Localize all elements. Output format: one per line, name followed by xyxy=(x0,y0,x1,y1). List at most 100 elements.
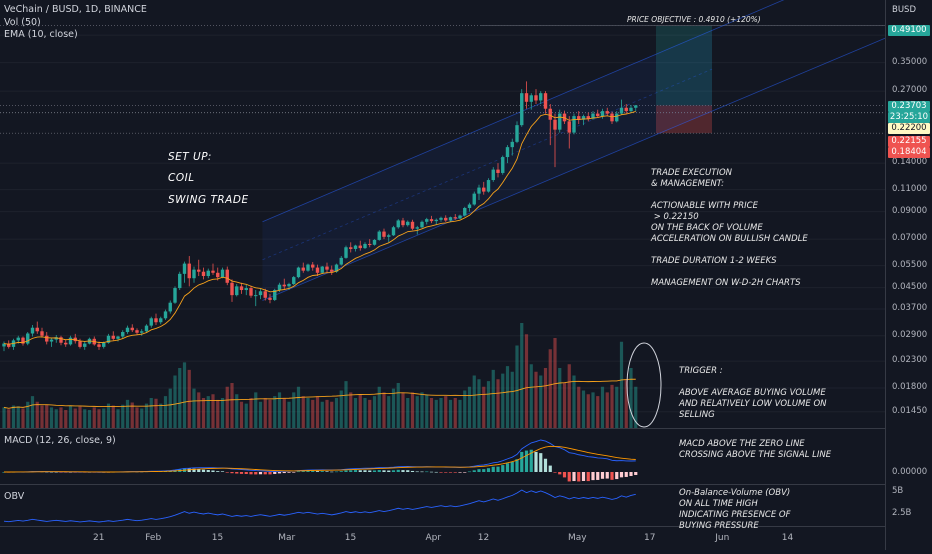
macd-histogram-bar xyxy=(463,472,467,473)
candle-body xyxy=(482,187,486,192)
candle-body xyxy=(7,343,11,347)
symbol-title[interactable]: VeChain / BUSD, 1D, BINANCE xyxy=(4,4,147,15)
macd-histogram-bar xyxy=(586,472,590,482)
volume-bar xyxy=(382,392,386,428)
macd-histogram-bar xyxy=(472,470,476,472)
volume-bar xyxy=(292,392,296,428)
volume-bar xyxy=(21,408,25,428)
price-axis-label: 0.07000 xyxy=(892,233,928,244)
candle-body xyxy=(2,343,6,347)
volume-bar xyxy=(439,398,443,428)
macd-histogram-bar xyxy=(239,472,244,474)
candle-body xyxy=(296,267,301,278)
price-axis-label: 0.04500 xyxy=(892,281,928,292)
volume-bar xyxy=(206,396,210,428)
candle-body xyxy=(64,342,68,345)
volume-bar xyxy=(363,398,367,428)
volume-bar xyxy=(372,396,377,428)
price-axis-label: 0.03700 xyxy=(892,303,928,314)
volume-bar xyxy=(258,401,263,428)
volume-bar xyxy=(230,383,234,428)
ema-legend[interactable]: EMA (10, close) xyxy=(4,29,78,40)
volume-bar xyxy=(491,369,495,428)
volume-legend[interactable]: Vol (50) xyxy=(4,17,41,28)
volume-bar xyxy=(54,409,58,428)
candle-body xyxy=(102,342,106,347)
price-tag: 0.18404 xyxy=(888,147,930,158)
macd-histogram-bar xyxy=(510,461,514,472)
macd-histogram-bar xyxy=(211,470,215,472)
macd-histogram-bar xyxy=(505,463,510,472)
candle-body xyxy=(301,267,305,271)
macd-histogram-bar xyxy=(543,458,548,472)
volume-bars xyxy=(2,323,638,428)
volume-bar xyxy=(121,404,125,428)
price-axis-label: 0.11000 xyxy=(892,183,928,194)
candle-body xyxy=(520,93,524,126)
candle-body xyxy=(624,107,628,112)
volume-bar xyxy=(339,390,343,428)
macd-histogram-bar xyxy=(615,472,619,480)
volume-bar xyxy=(482,386,486,428)
target-zone xyxy=(656,25,712,106)
currency-label[interactable]: BUSD xyxy=(892,5,916,15)
volume-bar xyxy=(510,371,514,428)
candle-body xyxy=(187,263,191,279)
candle-body xyxy=(268,297,272,300)
volume-bar xyxy=(520,323,524,428)
price-axis-separator xyxy=(885,0,886,550)
volume-bar xyxy=(501,373,505,428)
macd-histogram-bar xyxy=(434,471,438,473)
macd-histogram-bar xyxy=(349,470,353,472)
volume-bar xyxy=(572,375,576,428)
volume-bar xyxy=(102,408,106,428)
volume-bar xyxy=(311,399,315,428)
volume-bar xyxy=(173,375,177,428)
macd-histogram-bar xyxy=(415,471,419,473)
macd-histogram-bar xyxy=(325,471,329,472)
pane-separator[interactable] xyxy=(0,484,885,485)
candle-body xyxy=(406,221,410,226)
macd-note: MACD ABOVE THE ZERO LINE CROSSING ABOVE … xyxy=(679,439,832,460)
candle-body xyxy=(472,193,476,205)
volume-bar xyxy=(444,396,448,428)
pane-separator[interactable] xyxy=(0,428,885,429)
obv-note: On-Balance-Volume (OBV) ON ALL TIME HIGH… xyxy=(679,488,791,531)
candle-body xyxy=(249,288,253,296)
volume-bar xyxy=(163,396,168,428)
volume-bar xyxy=(159,403,163,428)
macd-histogram-bar xyxy=(230,472,234,474)
macd-histogram-bar xyxy=(268,472,272,475)
macd-histogram-bar xyxy=(534,451,538,472)
candle-body xyxy=(30,327,35,334)
macd-histogram-bar xyxy=(59,472,63,473)
volume-bar xyxy=(605,392,609,428)
macd-legend[interactable]: MACD (12, 26, close, 9) xyxy=(4,435,116,446)
obv-legend[interactable]: OBV xyxy=(4,491,25,502)
candle-body xyxy=(330,269,334,272)
price-tag: 0.22155 xyxy=(888,136,930,147)
price-axis-label: 0.35000 xyxy=(892,56,928,67)
candle-body xyxy=(40,331,44,336)
candle-body xyxy=(363,243,367,249)
volume-bar xyxy=(244,403,248,428)
volume-bar xyxy=(2,407,6,428)
macd-histogram-bar xyxy=(401,470,405,472)
macd-histogram-bar xyxy=(315,471,320,472)
macd-histogram-bar xyxy=(610,472,614,480)
macd-histogram-bar xyxy=(477,469,481,472)
candle-body xyxy=(548,108,552,120)
time-axis-label: 21 xyxy=(93,533,105,543)
volume-bar xyxy=(610,384,614,428)
price-tag: 0.49100 xyxy=(888,25,930,36)
candle-body xyxy=(125,327,130,333)
macd-histogram-bar xyxy=(358,470,362,472)
macd-histogram-bar xyxy=(49,471,54,473)
candle-body xyxy=(377,231,381,240)
macd-histogram-bar xyxy=(439,472,443,473)
volume-bar xyxy=(68,405,73,428)
volume-bar xyxy=(458,399,462,428)
candle-body xyxy=(163,311,168,319)
